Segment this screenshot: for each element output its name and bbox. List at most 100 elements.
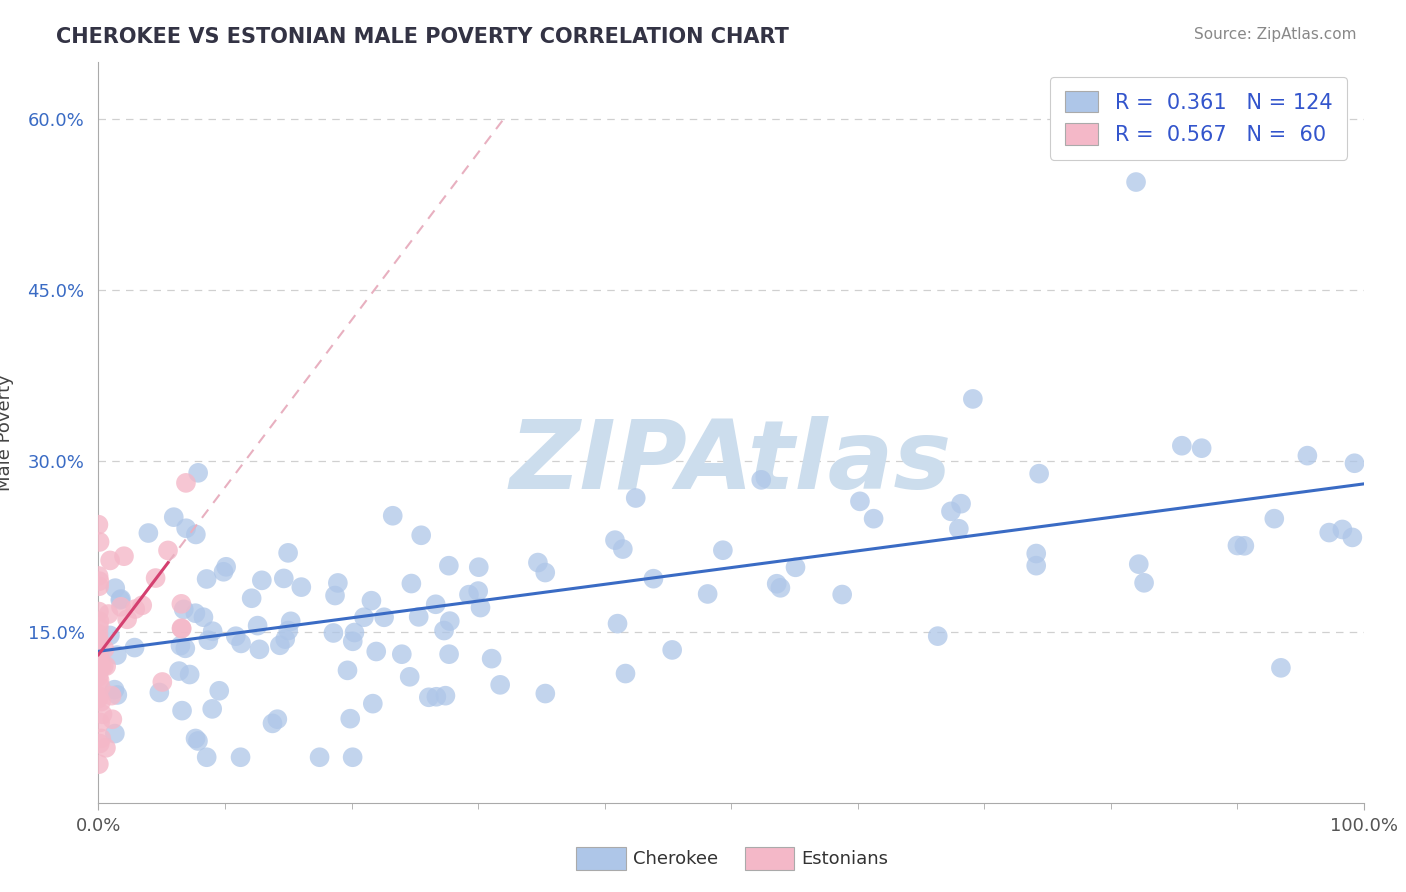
- Point: [87, 659, 110, 673]
- Point: [105, 688, 128, 702]
- Point: [240, 591, 263, 606]
- Point: [212, 565, 235, 579]
- Point: [398, 670, 420, 684]
- Point: [373, 610, 395, 624]
- Point: [534, 687, 557, 701]
- Point: [1317, 525, 1340, 540]
- Point: [467, 584, 489, 599]
- Point: [246, 618, 269, 632]
- Point: [425, 690, 447, 704]
- Point: [184, 606, 207, 620]
- Point: [408, 610, 430, 624]
- Point: [342, 634, 364, 648]
- Point: [785, 560, 807, 574]
- Point: [163, 510, 186, 524]
- Point: [131, 599, 153, 613]
- Point: [939, 504, 962, 518]
- Point: [765, 576, 787, 591]
- Point: [89, 652, 111, 666]
- Point: [89, 535, 111, 549]
- Point: [606, 616, 628, 631]
- Point: [103, 682, 125, 697]
- Point: [156, 543, 179, 558]
- Point: [1125, 175, 1147, 189]
- Point: [962, 392, 984, 406]
- Text: CHEROKEE VS ESTONIAN MALE POVERTY CORRELATION CHART: CHEROKEE VS ESTONIAN MALE POVERTY CORREL…: [56, 27, 789, 46]
- Point: [115, 612, 138, 626]
- Point: [101, 712, 124, 726]
- Point: [104, 726, 127, 740]
- Point: [87, 659, 110, 673]
- Text: Cherokee: Cherokee: [633, 850, 718, 868]
- Point: [391, 647, 413, 661]
- Point: [87, 517, 110, 532]
- Point: [468, 560, 491, 574]
- Point: [201, 624, 224, 639]
- Point: [89, 635, 111, 649]
- Point: [138, 526, 160, 541]
- Point: [87, 691, 110, 706]
- Point: [89, 715, 111, 730]
- Point: [425, 597, 447, 611]
- Point: [749, 473, 772, 487]
- Point: [326, 576, 349, 591]
- Point: [89, 673, 111, 688]
- Point: [262, 716, 284, 731]
- Point: [273, 571, 295, 585]
- Point: [215, 559, 238, 574]
- Point: [1270, 661, 1292, 675]
- Point: [366, 644, 388, 658]
- Point: [195, 750, 218, 764]
- Point: [229, 750, 252, 764]
- Text: Source: ZipAtlas.com: Source: ZipAtlas.com: [1194, 27, 1357, 42]
- Point: [439, 614, 461, 628]
- Point: [167, 664, 190, 678]
- Point: [174, 641, 197, 656]
- Point: [87, 569, 110, 583]
- Point: [87, 653, 110, 667]
- Point: [87, 659, 110, 673]
- Point: [110, 591, 132, 606]
- Point: [323, 589, 346, 603]
- Point: [277, 546, 299, 560]
- Point: [280, 615, 302, 629]
- Point: [145, 571, 167, 585]
- Point: [661, 643, 683, 657]
- Point: [89, 574, 111, 589]
- Point: [1296, 449, 1319, 463]
- Point: [1343, 456, 1365, 470]
- Point: [89, 659, 111, 673]
- Point: [87, 633, 110, 648]
- Point: [170, 704, 193, 718]
- Point: [87, 659, 110, 673]
- Point: [87, 626, 110, 640]
- Point: [612, 542, 634, 557]
- Point: [769, 581, 792, 595]
- Point: [89, 737, 111, 751]
- Point: [489, 678, 512, 692]
- Point: [174, 521, 197, 535]
- Point: [87, 605, 110, 619]
- Point: [89, 659, 111, 673]
- Point: [437, 558, 460, 573]
- Point: [336, 664, 359, 678]
- Point: [150, 675, 173, 690]
- Text: ZIPAtlas: ZIPAtlas: [510, 416, 952, 508]
- Point: [105, 648, 128, 662]
- Point: [1025, 558, 1047, 573]
- Point: [339, 712, 361, 726]
- Point: [1128, 557, 1150, 571]
- Point: [104, 581, 127, 595]
- Point: [950, 497, 973, 511]
- Point: [90, 659, 112, 673]
- Point: [711, 543, 734, 558]
- Point: [195, 572, 218, 586]
- Point: [100, 689, 122, 703]
- Point: [93, 659, 115, 673]
- Point: [353, 610, 375, 624]
- Point: [308, 750, 330, 764]
- Point: [87, 670, 110, 684]
- Y-axis label: Male Poverty: Male Poverty: [0, 375, 14, 491]
- Point: [481, 651, 503, 665]
- Point: [89, 614, 111, 628]
